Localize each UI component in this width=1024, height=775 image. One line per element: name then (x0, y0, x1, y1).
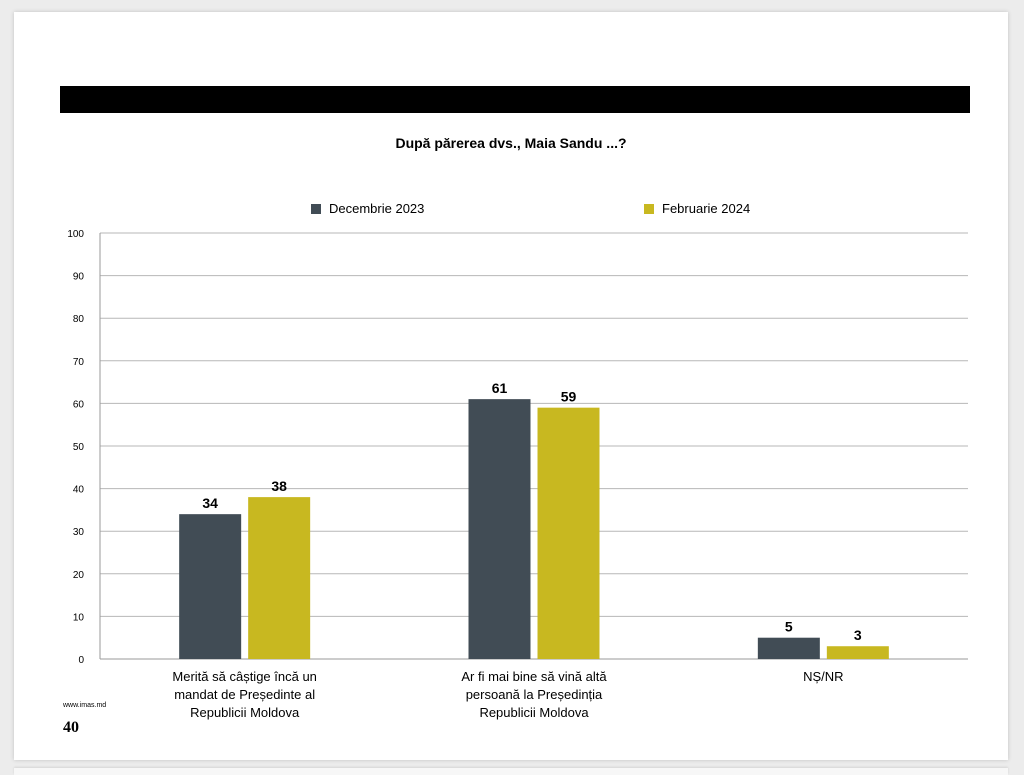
page-number: 40 (63, 719, 79, 736)
legend-swatch-series-1 (311, 203, 321, 214)
legend-item-decembrie-2023: Decembrie 2023 (311, 201, 424, 216)
y-tick-label: 70 (73, 357, 85, 368)
x-category-label: NȘ/NR (803, 669, 843, 684)
legend-swatch-series-2 (644, 203, 654, 214)
legend-item-februarie-2024: Februarie 2024 (644, 201, 750, 216)
header-bar (60, 86, 970, 113)
x-category-label: mandat de Președinte al (174, 687, 315, 702)
legend-label-series-2: Februarie 2024 (662, 201, 751, 216)
y-tick-label: 80 (73, 314, 85, 325)
data-label: 34 (202, 495, 218, 511)
bar (757, 637, 820, 659)
next-page-edge (14, 768, 1008, 775)
y-tick-label: 40 (73, 485, 85, 496)
y-tick-label: 100 (67, 229, 84, 240)
y-tick-label: 50 (73, 442, 85, 453)
x-category-label: Ar fi mai bine să vină altă (461, 669, 607, 684)
y-tick-label: 60 (73, 399, 85, 410)
footer-url: www.imas.md (63, 702, 107, 709)
bar (179, 514, 242, 659)
data-label: 61 (492, 380, 508, 396)
y-tick-label: 0 (78, 655, 84, 666)
chart-title: După părerea dvs., Maia Sandu ...? (395, 135, 627, 151)
x-category-label: persoană la Președinția (466, 687, 603, 702)
data-label: 38 (271, 478, 287, 494)
data-label: 3 (854, 627, 862, 643)
y-tick-label: 30 (73, 527, 85, 538)
x-category-label: Republicii Moldova (190, 705, 300, 720)
bar (826, 646, 889, 659)
y-tick-label: 20 (73, 570, 85, 581)
y-tick-label: 10 (73, 612, 85, 623)
x-category-label: Republicii Moldova (479, 705, 589, 720)
x-category-label: Merită să câștige încă un (172, 669, 317, 684)
data-label: 59 (561, 389, 577, 405)
data-label: 5 (785, 619, 793, 635)
y-tick-label: 90 (73, 272, 85, 283)
legend-label-series-1: Decembrie 2023 (329, 201, 425, 216)
bar (468, 399, 531, 659)
bar (537, 407, 600, 659)
bar (248, 497, 311, 659)
